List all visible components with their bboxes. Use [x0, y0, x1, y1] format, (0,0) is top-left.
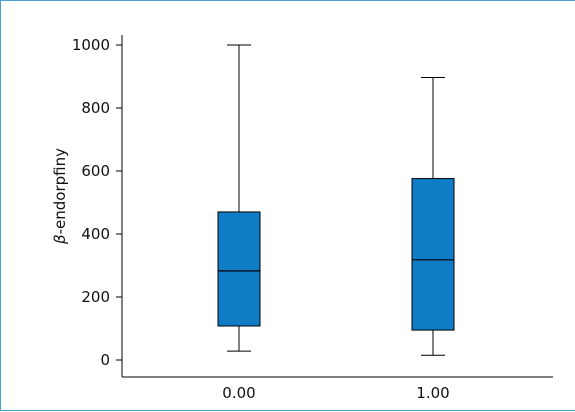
y-tick-label: 800 — [81, 99, 110, 117]
y-tick-label: 600 — [81, 162, 110, 180]
boxes — [217, 44, 455, 356]
box-group — [411, 76, 455, 356]
y-tick-label: 1000 — [72, 36, 110, 54]
y-axis-title: β-endorpfiny — [51, 148, 69, 245]
y-axis-title-suffix: -endorpfiny — [51, 148, 69, 234]
y-tick-label: 200 — [81, 288, 110, 306]
y-tick-label: 400 — [81, 225, 110, 243]
axes — [121, 35, 553, 378]
iqr-box — [217, 211, 261, 327]
x-tick-label: 0.00 — [222, 384, 255, 402]
y-ticks: 0 200 400 600 800 1000 — [72, 36, 122, 369]
x-tick-label: 1.00 — [416, 384, 449, 402]
y-axis-title-prefix: β — [51, 234, 69, 245]
box-group — [217, 44, 261, 352]
iqr-box — [411, 178, 455, 331]
x-ticks: 0.00 1.00 — [222, 384, 449, 402]
y-tick-label: 0 — [100, 351, 110, 369]
